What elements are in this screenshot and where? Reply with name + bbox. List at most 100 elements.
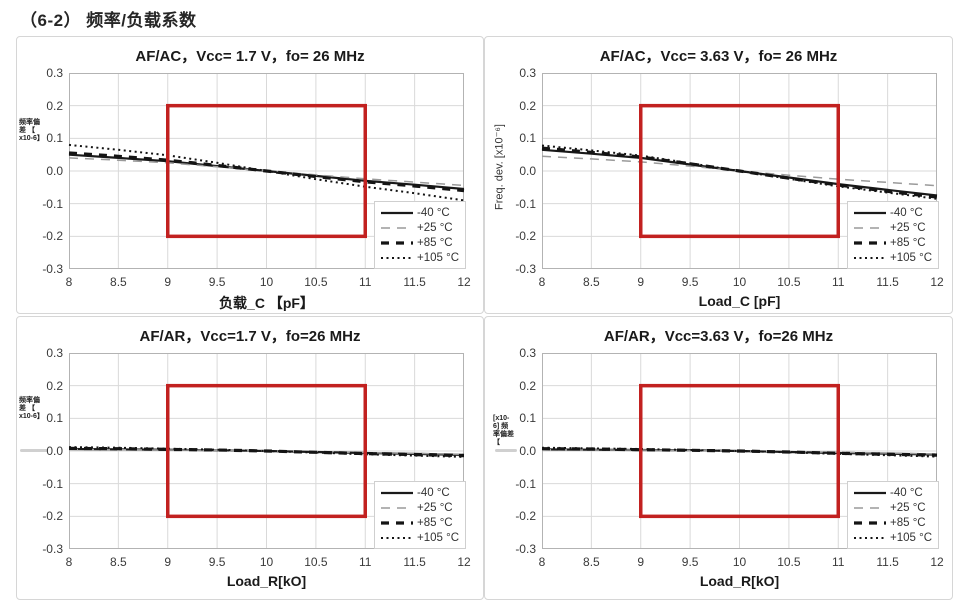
y-tick-label: 0.2 xyxy=(519,98,536,113)
plot-border xyxy=(542,353,937,549)
x-tick-label: 8 xyxy=(538,555,546,569)
legend-item: -40 °C xyxy=(380,485,459,500)
legend-item: +105 °C xyxy=(853,250,932,265)
legend-item: -40 °C xyxy=(380,205,459,220)
legend-item: -40 °C xyxy=(853,485,932,500)
x-tick-label: 11.5 xyxy=(876,555,899,569)
legend: -40 °C +25 °C +85 °C +105 °C xyxy=(847,201,940,269)
y-tick-label: 0.3 xyxy=(519,346,536,360)
legend-swatch-dot xyxy=(381,256,413,259)
chart-panel-afac-1v7: AF/AC，Vcc= 1.7 V，fo= 26 MHz 0.3 0.2 0.1 0.0… xyxy=(16,36,484,314)
x-tick-label: 9.5 xyxy=(681,275,699,289)
y-tick-label: -0.2 xyxy=(42,509,63,524)
y-axis-label: Freq. dev. [x10⁻⁶] xyxy=(493,124,506,210)
legend-swatch-bold-dash xyxy=(381,520,413,525)
legend-swatch-dash xyxy=(381,506,413,509)
x-tick-label: 9.5 xyxy=(208,275,226,289)
legend-swatch-dash xyxy=(854,226,886,229)
y-tick-label: 0.1 xyxy=(519,411,536,426)
legend-label: +25 °C xyxy=(417,501,453,514)
series-85c xyxy=(541,447,938,457)
x-tick-label: 12 xyxy=(457,555,471,569)
legend-label: -40 °C xyxy=(890,206,923,219)
x-tick-label: 8 xyxy=(65,555,73,569)
x-tick-label: 10.5 xyxy=(304,555,328,569)
legend-item: +85 °C xyxy=(380,235,459,250)
y-tick-label: -0.3 xyxy=(42,542,63,556)
x-tick-label: 9 xyxy=(637,275,645,289)
legend-swatch-solid xyxy=(381,491,413,494)
highlight-box xyxy=(639,103,840,239)
x-tick-label: 9.5 xyxy=(681,555,699,569)
y-tick-label: 0.2 xyxy=(519,378,536,393)
x-tick-label: 9 xyxy=(164,555,172,569)
legend-label: -40 °C xyxy=(417,206,450,219)
x-tick-label: 11 xyxy=(359,275,372,289)
stray-mark xyxy=(495,449,517,452)
x-axis-label: Load_R[kO] xyxy=(699,573,780,589)
x-tick-label: 11.5 xyxy=(403,275,426,289)
y-tick-label: -0.1 xyxy=(42,196,63,211)
series-105c xyxy=(541,144,938,200)
stray-mark xyxy=(20,449,48,452)
chart-title: AF/AC，Vcc= 1.7 V，fo= 26 MHz xyxy=(135,48,365,65)
x-tick-label: 12 xyxy=(930,275,944,289)
y-tick-label: -0.3 xyxy=(515,542,536,556)
legend-item: +105 °C xyxy=(853,530,932,545)
x-tick-label: 8 xyxy=(65,275,73,289)
y-tick-label: -0.3 xyxy=(515,262,536,276)
y-tick-label: 0.0 xyxy=(46,164,63,178)
y-tick-label: 0.0 xyxy=(519,444,536,458)
legend-item: +105 °C xyxy=(380,250,459,265)
y-tick-label: 0.1 xyxy=(46,131,63,146)
legend-item: +85 °C xyxy=(853,515,932,530)
legend-swatch-solid xyxy=(854,491,886,494)
x-tick-label: 10 xyxy=(732,555,747,569)
y-tick-label: 0.1 xyxy=(46,411,63,426)
highlight-box xyxy=(639,383,840,519)
legend-swatch-solid xyxy=(381,211,413,214)
legend-item: +25 °C xyxy=(853,220,932,235)
legend-label: +105 °C xyxy=(890,531,933,544)
legend-label: +105 °C xyxy=(890,251,933,264)
x-tick-label: 9 xyxy=(637,555,645,569)
y-tick-label: 0.2 xyxy=(46,378,63,393)
legend-label: +25 °C xyxy=(890,501,926,514)
y-tick-label: -0.2 xyxy=(515,509,536,524)
chart-plot xyxy=(68,353,465,549)
x-tick-label: 11 xyxy=(359,555,372,569)
legend: -40 °C +25 °C +85 °C +105 °C xyxy=(374,481,467,549)
y-axis-label: 频率偏差 【x10-6】 xyxy=(19,119,44,142)
legend-swatch-dot xyxy=(381,536,413,539)
legend-label: +85 °C xyxy=(890,236,926,249)
highlight-box xyxy=(166,103,367,239)
legend-label: +105 °C xyxy=(417,251,460,264)
y-axis-label: [x10- 6] 频率偏差【 xyxy=(493,415,514,446)
x-tick-label: 10.5 xyxy=(777,555,801,569)
legend-swatch-solid xyxy=(854,211,886,214)
legend-swatch-dot xyxy=(854,536,886,539)
legend-item: +85 °C xyxy=(853,235,932,250)
plot-border xyxy=(69,353,464,549)
series-85c xyxy=(68,446,465,458)
x-tick-label: 8 xyxy=(538,275,546,289)
x-tick-label: 11 xyxy=(832,555,845,569)
legend: -40 °C +25 °C +85 °C +105 °C xyxy=(374,201,467,269)
legend-label: -40 °C xyxy=(417,486,450,499)
chart-title: AF/AR，Vcc=1.7 V，fo=26 MHz xyxy=(139,328,361,345)
y-tick-label: -0.1 xyxy=(515,196,536,211)
legend-label: +25 °C xyxy=(417,221,453,234)
x-tick-label: 8.5 xyxy=(110,275,127,289)
y-tick-label: -0.3 xyxy=(42,262,63,276)
legend-item: +25 °C xyxy=(380,220,459,235)
y-tick-label: 0.3 xyxy=(46,346,63,360)
chart-title: AF/AR，Vcc=3.63 V，fo=26 MHz xyxy=(603,328,834,345)
y-tick-label: 0.1 xyxy=(519,131,536,146)
chart-title: AF/AC，Vcc= 3.63 V，fo= 26 MHz xyxy=(599,48,838,65)
legend-swatch-dash xyxy=(854,506,886,509)
chart-panel-afar-3v63: AF/AR，Vcc=3.63 V，fo=26 MHz 0.3 0.2 0.1 0.0 -… xyxy=(484,316,953,600)
plot-border xyxy=(542,73,937,269)
x-tick-label: 12 xyxy=(457,275,471,289)
legend-item: -40 °C xyxy=(853,205,932,220)
x-tick-label: 8.5 xyxy=(583,275,600,289)
